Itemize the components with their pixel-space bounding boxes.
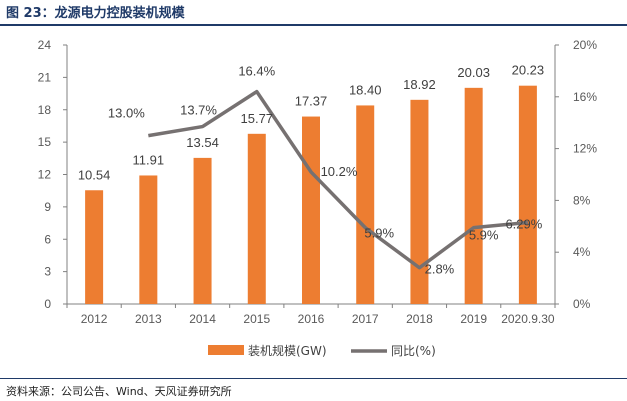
x-tick-label: 2019 xyxy=(460,312,487,326)
capacity-bar xyxy=(193,157,212,304)
legend-bar-swatch xyxy=(208,345,244,355)
left-tick-label: 6 xyxy=(44,232,51,246)
right-tick-label: 0% xyxy=(573,297,591,311)
capacity-value-label: 13.54 xyxy=(186,135,219,150)
capacity-value-label: 17.37 xyxy=(295,94,328,109)
yoy-value-label: 10.2% xyxy=(321,164,358,179)
capacity-value-label: 20.03 xyxy=(457,65,490,80)
left-tick-label: 15 xyxy=(38,135,52,149)
left-tick-label: 9 xyxy=(44,200,51,214)
capacity-chart: 0 3 6 9 12 15 18 21 24 0% 4% 8% 12% 16% 20% 2012 2013 201… xyxy=(38,38,598,358)
capacity-bar xyxy=(464,87,483,304)
title-divider xyxy=(0,24,627,26)
x-tick-label: 2016 xyxy=(298,312,325,326)
capacity-bar xyxy=(410,99,429,305)
capacity-value-label: 10.54 xyxy=(78,167,111,182)
capacity-value-label: 11.91 xyxy=(133,152,165,167)
legend-bar-label: 装机规模(GW) xyxy=(248,343,327,358)
right-tick-label: 4% xyxy=(573,245,591,259)
right-tick-label: 12% xyxy=(573,142,597,156)
left-tick-label: 12 xyxy=(38,168,52,182)
yoy-value-label: 2.8% xyxy=(425,262,455,277)
capacity-value-label: 20.23 xyxy=(512,63,545,78)
left-tick-label: 21 xyxy=(38,70,52,84)
x-tick-label: 2012 xyxy=(81,312,108,326)
capacity-bar xyxy=(139,175,158,304)
figure-source: 资料来源：公司公告、Wind、天风证券研究所 xyxy=(6,385,232,398)
left-tick-label: 24 xyxy=(38,38,52,52)
left-tick-label: 18 xyxy=(38,103,52,117)
yoy-value-label: 13.7% xyxy=(180,103,217,118)
legend-line-label: 同比(%) xyxy=(391,344,436,358)
x-tick-label: 2018 xyxy=(406,312,433,326)
left-tick-label: 0 xyxy=(44,297,51,311)
source-divider xyxy=(0,378,627,379)
capacity-value-label: 18.40 xyxy=(349,82,382,97)
capacity-bar xyxy=(356,105,375,304)
capacity-bar xyxy=(85,190,104,304)
yoy-value-label: 5.9% xyxy=(469,228,499,243)
right-tick-label: 8% xyxy=(573,193,591,207)
capacity-value-label: 18.92 xyxy=(403,77,436,92)
yoy-value-label: 13.0% xyxy=(108,106,145,121)
x-tick-label: 2017 xyxy=(352,312,379,326)
left-tick-label: 3 xyxy=(44,265,51,279)
capacity-bar xyxy=(247,133,266,304)
figure-title: 图 23：龙源电力控股装机规模 xyxy=(6,6,185,21)
x-tick-label: 2015 xyxy=(243,312,270,326)
x-tick-label: 2013 xyxy=(135,312,162,326)
right-tick-label: 20% xyxy=(573,38,597,52)
x-tick-label: 2014 xyxy=(189,312,216,326)
capacity-bar xyxy=(302,116,320,304)
yoy-growth-line xyxy=(148,89,529,270)
yoy-value-label: 6.29% xyxy=(505,217,542,232)
right-tick-label: 16% xyxy=(573,90,597,104)
x-tick-label: 2020.9.30 xyxy=(501,312,555,326)
capacity-bar xyxy=(518,85,537,304)
yoy-value-label: 16.4% xyxy=(238,64,275,79)
capacity-value-label: 15.77 xyxy=(241,111,274,126)
yoy-value-label: 5.9% xyxy=(364,226,394,241)
